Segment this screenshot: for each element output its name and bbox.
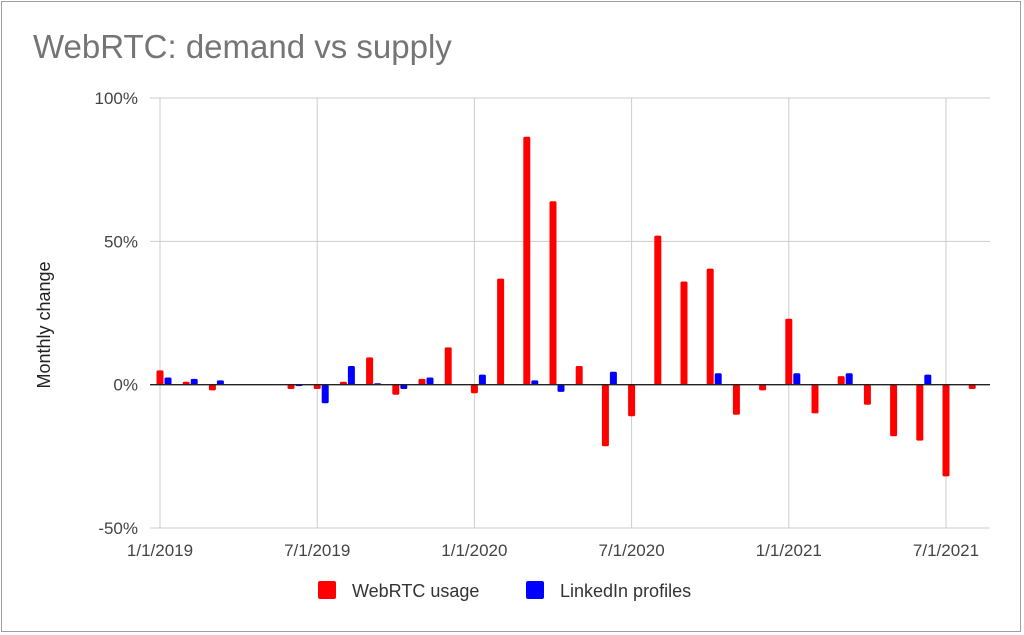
x-tick-label: 1/1/2020 bbox=[441, 541, 507, 560]
x-tick-label: 1/1/2019 bbox=[127, 541, 193, 560]
bar-linkedin-profiles bbox=[531, 380, 539, 385]
bar-webrtc-usage bbox=[313, 384, 321, 389]
bar-webrtc-usage bbox=[523, 136, 531, 385]
bar-webrtc-usage bbox=[339, 381, 347, 385]
bar-webrtc-usage bbox=[601, 384, 609, 447]
bar-webrtc-usage bbox=[837, 376, 845, 385]
bar-webrtc-usage bbox=[732, 384, 740, 415]
bar-webrtc-usage bbox=[785, 318, 793, 385]
bar-webrtc-usage bbox=[628, 384, 636, 417]
bar-webrtc-usage bbox=[811, 384, 819, 414]
bar-webrtc-usage bbox=[654, 235, 662, 385]
bar-webrtc-usage bbox=[497, 278, 505, 385]
legend: WebRTC usage LinkedIn profiles bbox=[318, 581, 691, 601]
bar-linkedin-profiles bbox=[557, 384, 565, 392]
y-tick-label: 100% bbox=[95, 89, 138, 108]
y-axis-title: Monthly change bbox=[34, 261, 54, 388]
x-tick-label: 7/1/2020 bbox=[599, 541, 665, 560]
chart-title: WebRTC: demand vs supply bbox=[33, 28, 452, 65]
bar-webrtc-usage bbox=[968, 384, 976, 389]
bar-linkedin-profiles bbox=[426, 377, 434, 385]
legend-swatch-linkedin-profiles bbox=[526, 581, 544, 599]
bar-webrtc-usage bbox=[287, 384, 295, 389]
y-tick-label: 0% bbox=[113, 376, 138, 395]
bar-linkedin-profiles bbox=[400, 384, 408, 389]
bar-webrtc-usage bbox=[392, 384, 400, 395]
bar-linkedin-profiles bbox=[924, 374, 932, 385]
bar-webrtc-usage bbox=[706, 268, 714, 385]
tick-labels: 100% 50% 0% -50% 1/1/2019 7/1/2019 1/1/2020 7/1… bbox=[95, 89, 980, 560]
bar-webrtc-usage bbox=[890, 384, 898, 437]
bar-webrtc-usage bbox=[182, 381, 190, 385]
bar-webrtc-usage bbox=[444, 347, 452, 385]
bar-linkedin-profiles bbox=[321, 384, 329, 404]
bar-webrtc-usage bbox=[759, 384, 767, 391]
bar-webrtc-usage bbox=[916, 384, 924, 441]
x-tick-label: 7/1/2021 bbox=[913, 541, 979, 560]
bar-webrtc-usage bbox=[549, 201, 557, 385]
bar-webrtc-usage bbox=[863, 384, 871, 405]
bar-webrtc-usage bbox=[470, 384, 478, 394]
bar-linkedin-profiles bbox=[609, 371, 617, 385]
x-tick-label: 7/1/2019 bbox=[284, 541, 350, 560]
bar-linkedin-profiles bbox=[216, 380, 224, 385]
y-tick-label: -50% bbox=[98, 519, 138, 538]
bar-webrtc-usage bbox=[942, 384, 950, 477]
legend-swatch-webrtc-usage bbox=[318, 581, 336, 599]
legend-label-linkedin-profiles: LinkedIn profiles bbox=[560, 581, 691, 601]
bar-linkedin-profiles bbox=[714, 373, 722, 385]
bar-webrtc-usage bbox=[418, 378, 426, 385]
bar-linkedin-profiles bbox=[164, 377, 172, 385]
y-tick-label: 50% bbox=[104, 232, 138, 251]
bar-webrtc-usage bbox=[366, 357, 374, 385]
x-tick-label: 1/1/2021 bbox=[756, 541, 822, 560]
bar-linkedin-profiles bbox=[190, 378, 198, 385]
bar-webrtc-usage bbox=[575, 366, 583, 385]
bar-linkedin-profiles bbox=[793, 373, 801, 385]
legend-label-webrtc-usage: WebRTC usage bbox=[352, 581, 479, 601]
bar-webrtc-usage bbox=[208, 384, 216, 391]
bar-linkedin-profiles bbox=[845, 373, 853, 385]
bar-webrtc-usage bbox=[156, 370, 164, 385]
bars bbox=[156, 136, 976, 477]
bar-linkedin-profiles bbox=[347, 366, 355, 385]
grid-lines bbox=[150, 97, 990, 529]
bar-linkedin-profiles bbox=[478, 374, 486, 385]
bar-webrtc-usage bbox=[680, 281, 688, 385]
